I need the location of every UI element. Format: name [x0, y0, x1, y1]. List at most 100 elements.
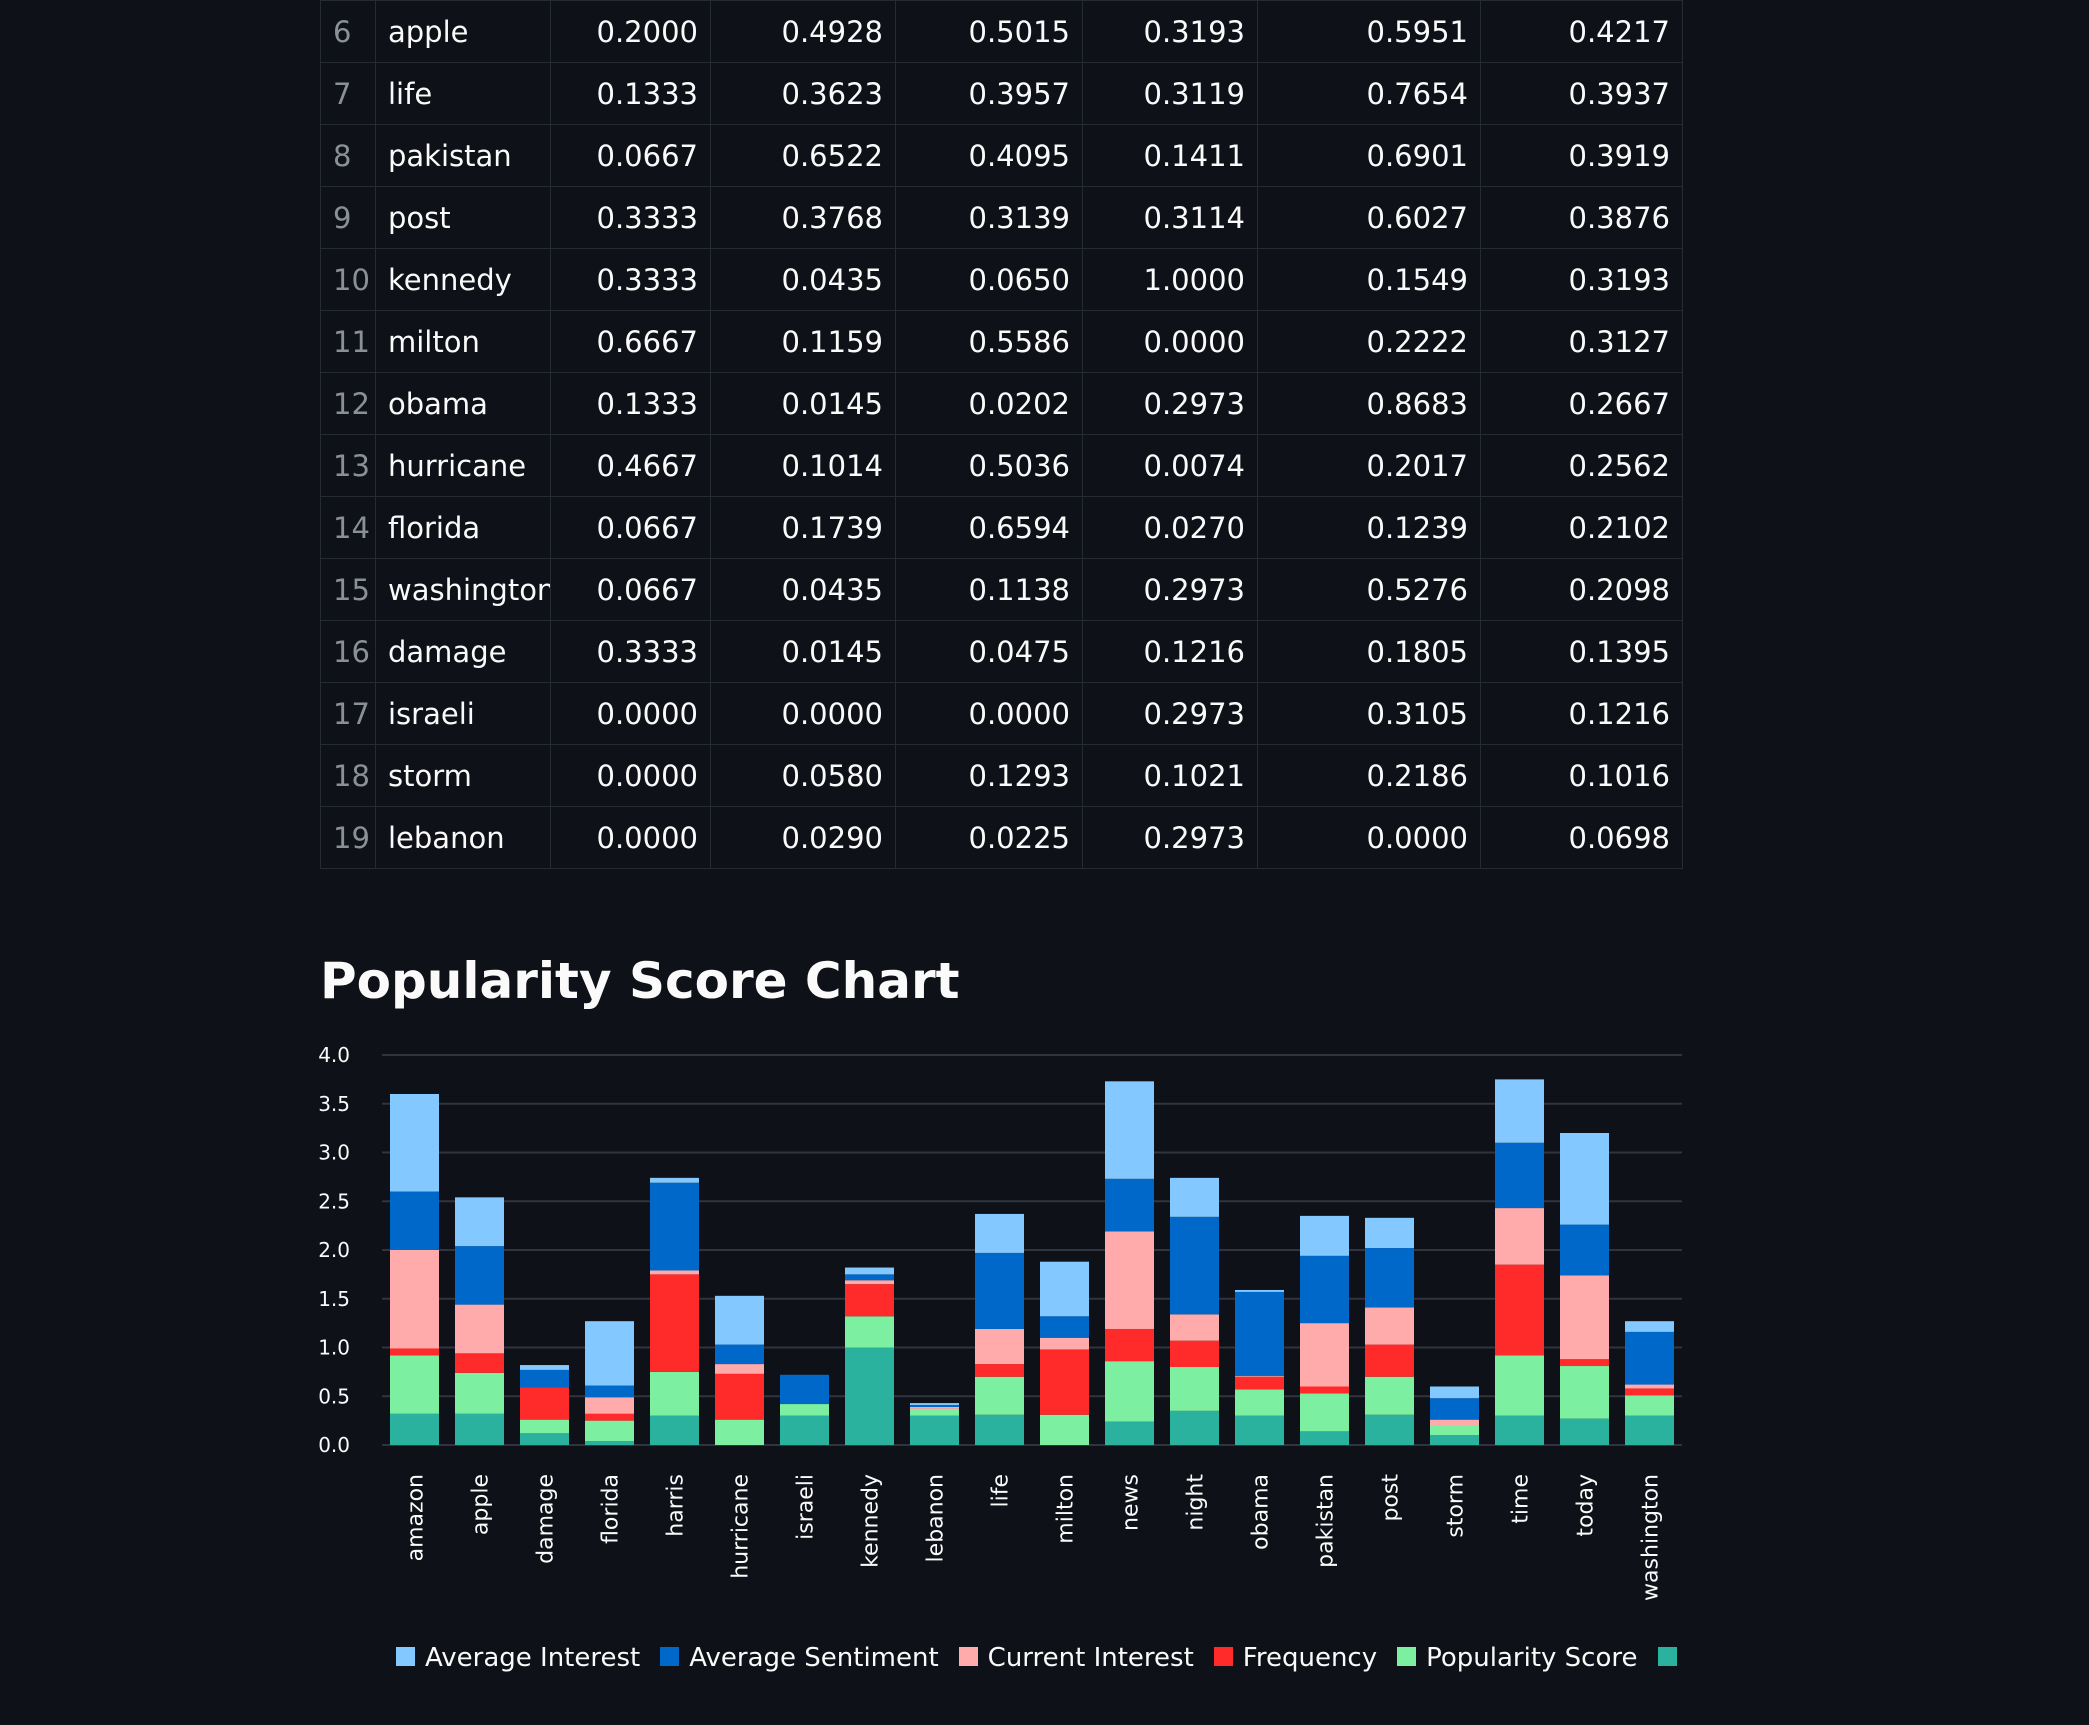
bar-segment-hurricane-average-interest[interactable] — [715, 1295, 764, 1345]
bar-segment-harris-current-interest[interactable] — [650, 1270, 699, 1275]
bar-segment-obama-average-sentiment[interactable] — [1235, 1291, 1284, 1376]
bar-segment-milton-average-interest[interactable] — [1040, 1261, 1089, 1317]
bar-segment-storm-popularity-score[interactable] — [1430, 1425, 1479, 1436]
bar-segment-post-current-interest[interactable] — [1365, 1307, 1414, 1345]
bar-segment-storm-average-interest[interactable] — [1430, 1386, 1479, 1399]
bar-segment-night-frequency[interactable] — [1170, 1340, 1219, 1367]
bar-segment-post-average-sentiment[interactable] — [1365, 1248, 1414, 1308]
bar-segment-today-current-interest[interactable] — [1560, 1275, 1609, 1360]
bar-segment-storm-average-sentiment[interactable] — [1430, 1398, 1479, 1420]
bar-segment-amazon-trend-velocity[interactable] — [390, 1413, 439, 1445]
bar-segment-harris-average-interest[interactable] — [650, 1177, 699, 1183]
bar-segment-storm-trend-velocity[interactable] — [1430, 1435, 1479, 1445]
bar-segment-milton-frequency[interactable] — [1040, 1349, 1089, 1415]
bar-segment-milton-popularity-score[interactable] — [1040, 1414, 1089, 1445]
bar-segment-time-current-interest[interactable] — [1495, 1208, 1544, 1265]
bar-segment-pakistan-current-interest[interactable] — [1300, 1323, 1349, 1387]
bar-segment-milton-current-interest[interactable] — [1040, 1337, 1089, 1350]
bar-segment-life-average-interest[interactable] — [975, 1213, 1024, 1253]
bar-segment-lebanon-popularity-score[interactable] — [910, 1408, 959, 1416]
bar-segment-time-popularity-score[interactable] — [1495, 1355, 1544, 1416]
bar-segment-florida-average-interest[interactable] — [585, 1321, 634, 1386]
bar-segment-night-trend-velocity[interactable] — [1170, 1410, 1219, 1445]
bar-segment-post-average-interest[interactable] — [1365, 1217, 1414, 1249]
bar-segment-hurricane-frequency[interactable] — [715, 1373, 764, 1420]
bar-segment-night-current-interest[interactable] — [1170, 1314, 1219, 1341]
bar-segment-obama-popularity-score[interactable] — [1235, 1389, 1284, 1416]
bar-segment-life-popularity-score[interactable] — [975, 1376, 1024, 1415]
bar-segment-obama-average-interest[interactable] — [1235, 1289, 1284, 1292]
bar-segment-hurricane-popularity-score[interactable] — [715, 1419, 764, 1445]
bar-segment-time-average-sentiment[interactable] — [1495, 1142, 1544, 1209]
bar-segment-post-popularity-score[interactable] — [1365, 1376, 1414, 1415]
bar-segment-today-frequency[interactable] — [1560, 1359, 1609, 1367]
bar-segment-damage-average-sentiment[interactable] — [520, 1369, 569, 1388]
bar-segment-amazon-average-interest[interactable] — [390, 1094, 439, 1192]
bar-segment-night-popularity-score[interactable] — [1170, 1367, 1219, 1411]
bar-segment-time-average-interest[interactable] — [1495, 1079, 1544, 1143]
bar-segment-milton-average-sentiment[interactable] — [1040, 1316, 1089, 1338]
bar-segment-kennedy-popularity-score[interactable] — [845, 1316, 894, 1348]
bar-segment-florida-current-interest[interactable] — [585, 1397, 634, 1414]
bar-segment-obama-trend-velocity[interactable] — [1235, 1415, 1284, 1445]
bar-segment-lebanon-current-interest[interactable] — [910, 1406, 959, 1409]
bar-segment-harris-popularity-score[interactable] — [650, 1371, 699, 1416]
legend-item[interactable]: Average Sentiment — [660, 1643, 939, 1673]
bar-segment-kennedy-trend-velocity[interactable] — [845, 1347, 894, 1446]
legend-item[interactable]: Frequency — [1213, 1643, 1377, 1673]
bar-segment-news-average-sentiment[interactable] — [1105, 1178, 1154, 1232]
bar-segment-pakistan-average-interest[interactable] — [1300, 1215, 1349, 1256]
bar-segment-apple-average-interest[interactable] — [455, 1197, 504, 1247]
bar-segment-kennedy-current-interest[interactable] — [845, 1280, 894, 1285]
bar-segment-news-average-interest[interactable] — [1105, 1081, 1154, 1179]
bar-segment-harris-frequency[interactable] — [650, 1274, 699, 1372]
bar-segment-post-frequency[interactable] — [1365, 1344, 1414, 1377]
bar-segment-lebanon-average-interest[interactable] — [910, 1403, 959, 1406]
bar-segment-damage-average-interest[interactable] — [520, 1365, 569, 1370]
bar-segment-amazon-popularity-score[interactable] — [390, 1355, 439, 1414]
bar-segment-night-average-interest[interactable] — [1170, 1177, 1219, 1217]
bar-segment-apple-current-interest[interactable] — [455, 1304, 504, 1354]
bar-segment-amazon-frequency[interactable] — [390, 1348, 439, 1356]
bar-segment-florida-frequency[interactable] — [585, 1413, 634, 1421]
bar-segment-life-average-sentiment[interactable] — [975, 1252, 1024, 1329]
bar-segment-night-average-sentiment[interactable] — [1170, 1216, 1219, 1315]
bar-segment-apple-frequency[interactable] — [455, 1353, 504, 1373]
bar-segment-news-popularity-score[interactable] — [1105, 1361, 1154, 1422]
bar-segment-apple-average-sentiment[interactable] — [455, 1246, 504, 1305]
bar-segment-damage-trend-velocity[interactable] — [520, 1433, 569, 1445]
bar-segment-damage-frequency[interactable] — [520, 1387, 569, 1420]
bar-segment-news-trend-velocity[interactable] — [1105, 1421, 1154, 1445]
bar-segment-washington-trend-velocity[interactable] — [1625, 1415, 1674, 1445]
bar-segment-florida-popularity-score[interactable] — [585, 1420, 634, 1442]
bar-segment-kennedy-frequency[interactable] — [845, 1284, 894, 1317]
bar-segment-news-current-interest[interactable] — [1105, 1231, 1154, 1329]
bar-segment-today-trend-velocity[interactable] — [1560, 1418, 1609, 1445]
legend-item[interactable]: Current Interest — [958, 1643, 1194, 1673]
bar-segment-damage-popularity-score[interactable] — [520, 1419, 569, 1434]
bar-segment-life-trend-velocity[interactable] — [975, 1414, 1024, 1445]
bar-segment-post-trend-velocity[interactable] — [1365, 1414, 1414, 1445]
bar-segment-washington-current-interest[interactable] — [1625, 1384, 1674, 1389]
bar-segment-kennedy-average-interest[interactable] — [845, 1267, 894, 1275]
bar-segment-today-average-sentiment[interactable] — [1560, 1224, 1609, 1276]
bar-segment-today-popularity-score[interactable] — [1560, 1366, 1609, 1419]
bar-segment-israeli-average-sentiment[interactable] — [780, 1374, 829, 1405]
bar-segment-israeli-popularity-score[interactable] — [780, 1404, 829, 1416]
bar-segment-harris-average-sentiment[interactable] — [650, 1182, 699, 1271]
bar-segment-today-average-interest[interactable] — [1560, 1133, 1609, 1225]
bar-segment-lebanon-average-sentiment[interactable] — [910, 1405, 959, 1407]
bar-segment-hurricane-current-interest[interactable] — [715, 1364, 764, 1374]
bar-segment-washington-average-interest[interactable] — [1625, 1321, 1674, 1332]
bar-segment-israeli-trend-velocity[interactable] — [780, 1415, 829, 1445]
bar-segment-apple-popularity-score[interactable] — [455, 1372, 504, 1414]
bar-segment-hurricane-average-sentiment[interactable] — [715, 1344, 764, 1365]
bar-segment-life-frequency[interactable] — [975, 1364, 1024, 1377]
bar-segment-amazon-average-sentiment[interactable] — [390, 1191, 439, 1251]
bar-segment-apple-trend-velocity[interactable] — [455, 1413, 504, 1445]
bar-segment-pakistan-average-sentiment[interactable] — [1300, 1255, 1349, 1324]
bar-segment-washington-frequency[interactable] — [1625, 1388, 1674, 1396]
bar-segment-kennedy-average-sentiment[interactable] — [845, 1274, 894, 1281]
bar-segment-pakistan-trend-velocity[interactable] — [1300, 1431, 1349, 1445]
legend-item[interactable]: Popularity Score — [1397, 1643, 1638, 1673]
